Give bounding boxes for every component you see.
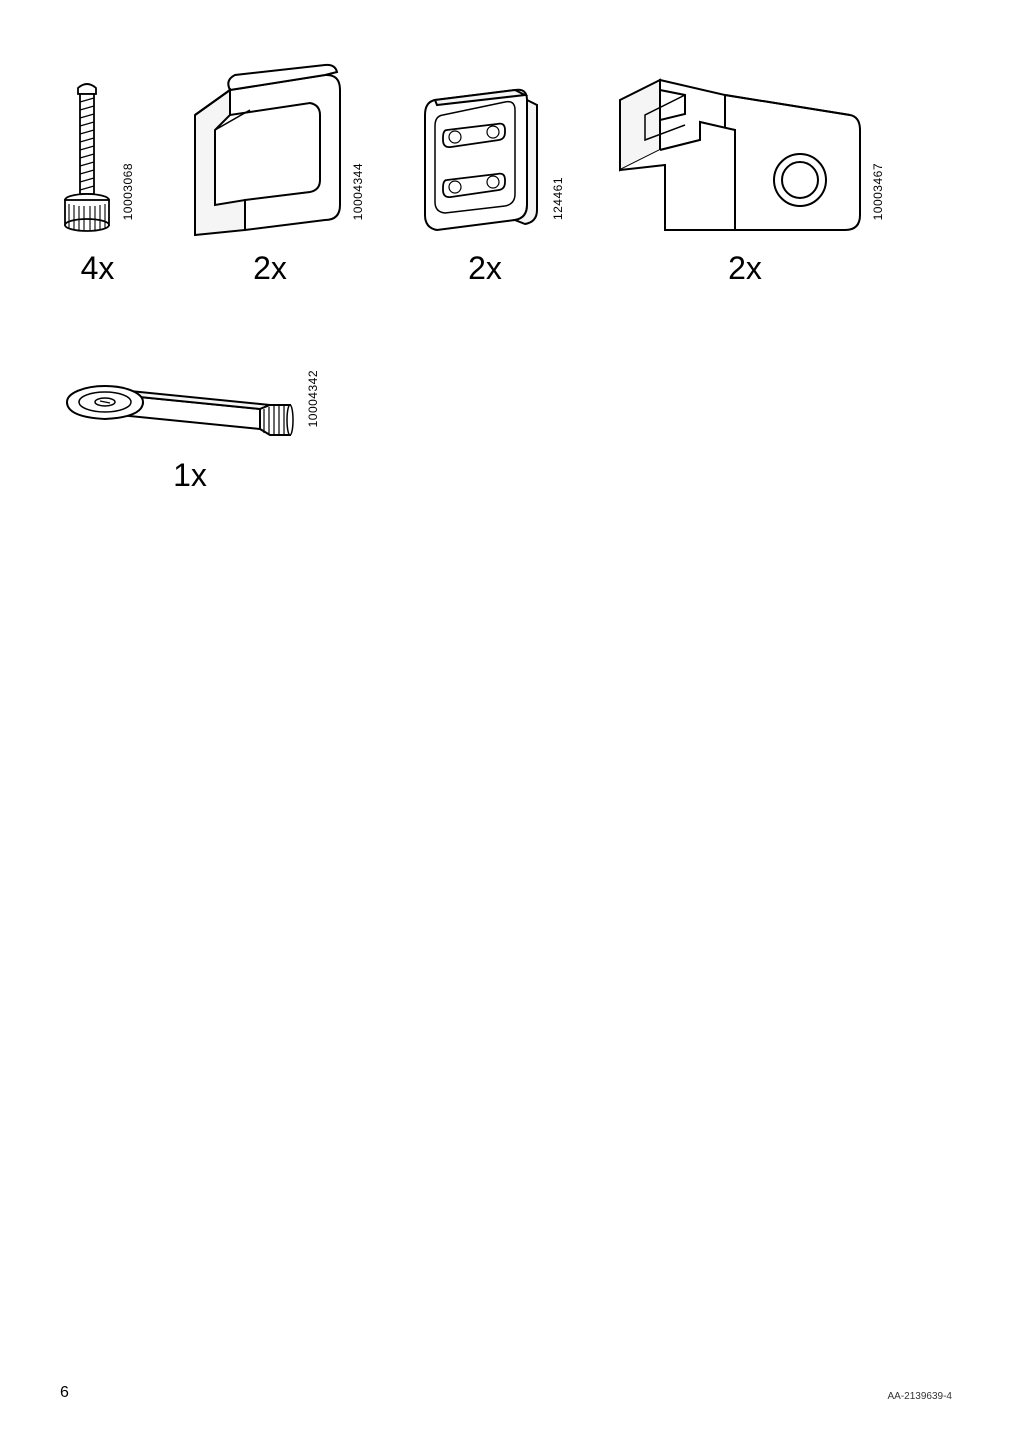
part-qty: 4x [81,250,115,287]
parts-row-1: 10003068 4x [60,60,972,287]
part-number: 124461 [551,177,565,220]
part-number: 10004344 [351,163,365,220]
part-wide-bracket: 10003467 2x [605,70,885,287]
part-slot-plate: 124461 2x [405,80,565,287]
part-qty: 2x [728,250,762,287]
tool-spanner: 10004342 1x [60,357,320,494]
page-footer: 6 AA-2139639-4 [60,1384,952,1402]
slot-plate-illustration [405,80,545,240]
parts-row-2: 10004342 1x [60,357,972,494]
screw-illustration [60,80,115,240]
part-qty: 2x [468,250,502,287]
part-qty: 2x [253,250,287,287]
c-clip-illustration [175,60,345,240]
spanner-illustration [60,357,300,447]
part-number: 10003467 [871,163,885,220]
part-number: 10004342 [306,370,320,427]
page-number: 6 [60,1384,69,1402]
part-number: 10003068 [121,163,135,220]
document-number: AA-2139639-4 [888,1391,953,1402]
part-c-clip: 10004344 2x [175,60,365,287]
part-qty: 1x [173,457,207,494]
part-screw: 10003068 4x [60,80,135,287]
wide-bracket-illustration [605,70,865,240]
page: 10003068 4x [0,0,1012,1432]
